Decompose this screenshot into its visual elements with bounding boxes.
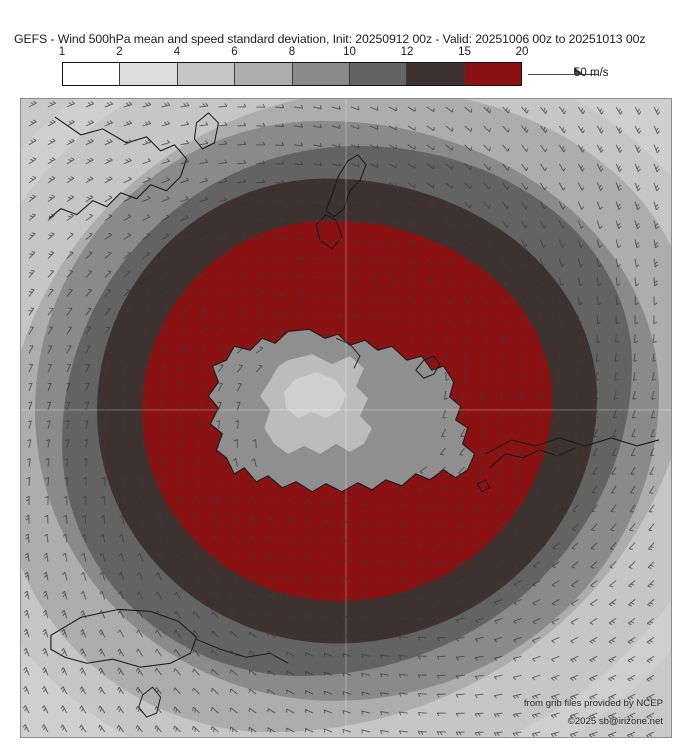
coastline-ross-ice-shelf bbox=[335, 337, 361, 369]
colorbar-segment-6 bbox=[235, 63, 293, 85]
page-title: GEFS - Wind 500hPa mean and speed standa… bbox=[14, 32, 646, 46]
colorbar-tick-4: 4 bbox=[173, 46, 181, 58]
colorbar-segment-12 bbox=[407, 63, 465, 85]
coastline-madagascar bbox=[193, 112, 219, 150]
colorbar-tick-10: 10 bbox=[343, 46, 356, 58]
colorbar-tick-8: 8 bbox=[288, 46, 296, 58]
forecast-map[interactable]: from grib files provided by NCEP ©2025 s… bbox=[20, 98, 672, 738]
credit-source: from grib files provided by NCEP bbox=[523, 698, 663, 709]
colorbar-gradient bbox=[62, 62, 522, 86]
coastline-antarctic-peninsula bbox=[415, 355, 441, 379]
wind-barb-flag-icon bbox=[574, 67, 583, 74]
colorbar-tick-1: 1 bbox=[58, 46, 66, 58]
coastline-new-zealand-south bbox=[315, 213, 343, 250]
colorbar-tick-12: 12 bbox=[400, 46, 414, 58]
wind-barb-legend: 50 m/s bbox=[528, 63, 678, 87]
colorbar-segment-4 bbox=[177, 63, 236, 85]
colorbar-segment-15 bbox=[464, 63, 521, 85]
coastline-overlay bbox=[21, 99, 671, 737]
coastline-new-zealand bbox=[325, 154, 367, 218]
colorbar-tick-20: 20 bbox=[515, 46, 529, 58]
colorbar-segment-8 bbox=[292, 63, 350, 85]
wind-barb-overlay bbox=[22, 100, 661, 737]
coastline-australia bbox=[50, 608, 198, 668]
colorbar-segment-1 bbox=[63, 63, 121, 85]
colorbar-segment-2 bbox=[120, 63, 178, 85]
credit-copyright: ©2025 sb@irizone.net bbox=[567, 716, 663, 727]
wind-barb-legend-label: 50 m/s bbox=[574, 67, 609, 79]
colorbar-tick-15: 15 bbox=[458, 46, 471, 58]
wind-barb-shaft-icon bbox=[528, 74, 598, 76]
colorbar-tick-6: 6 bbox=[231, 46, 238, 58]
coastline-australia-south-east bbox=[196, 638, 289, 664]
colorbar-segment-10 bbox=[349, 63, 408, 85]
coastline-south-america-tip bbox=[489, 447, 576, 469]
colorbar-tick-2: 2 bbox=[116, 46, 123, 58]
coastline-africa bbox=[48, 116, 188, 220]
ice-sheet-plateau bbox=[284, 372, 346, 418]
colorbar: 1 2 4 6 8 10 12 15 20 bbox=[59, 46, 528, 86]
coastline-south-america bbox=[485, 437, 660, 455]
